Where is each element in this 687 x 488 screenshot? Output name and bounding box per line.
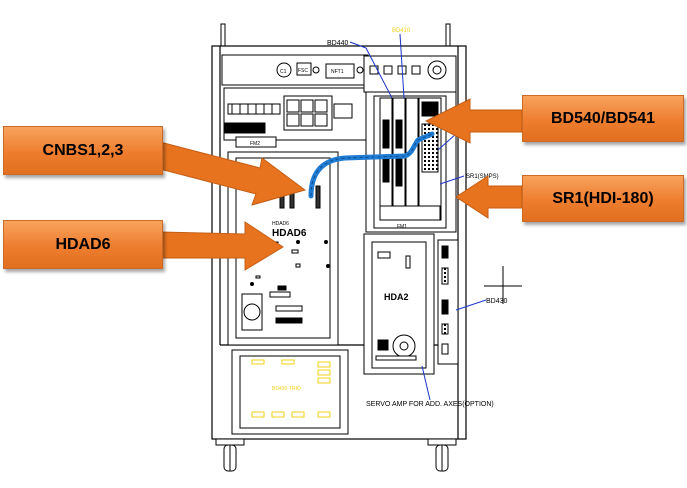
arrow-sr1 xyxy=(455,175,523,219)
signal-cable-outline xyxy=(310,133,433,197)
top-panel: C1 FSC NFT1 FM2 xyxy=(221,54,373,148)
hda2-amp: HDA2 xyxy=(363,233,435,375)
hdad6-small-label: HDAD6 xyxy=(272,221,289,227)
bd440-leader xyxy=(349,41,367,49)
sr1-leader xyxy=(439,175,465,185)
bd440-leader-2 xyxy=(365,47,393,99)
bd430-label: BD430 xyxy=(486,298,508,305)
bd410-label: BD410 xyxy=(392,28,411,34)
fm2-label: FM2 xyxy=(250,141,260,147)
callout-hdad6: HDAD6 xyxy=(3,220,163,269)
fsc-label: FSC xyxy=(298,68,308,74)
arrow-bd540 xyxy=(424,98,523,144)
hdad6-board-label: HDAD6 xyxy=(272,228,307,239)
bd-lower-label: BD430-TRIO xyxy=(272,386,301,392)
bd410-leader xyxy=(399,33,405,99)
callout-bd540-bd541: BD540/BD541 xyxy=(522,95,684,142)
c1-label: C1 xyxy=(280,69,287,75)
arrow-cnbs xyxy=(155,141,307,206)
servo-amp-label: SERVO AMP FOR ADD. AXES(OPTION) xyxy=(366,401,494,408)
lower-drawer: BD430-TRIO xyxy=(231,349,349,435)
nft1-label: NFT1 xyxy=(331,69,344,75)
sr1-smps-label: SR1(SMPS) xyxy=(466,174,499,180)
bd440-label: BD440 xyxy=(327,40,349,47)
fm1-label: FM1 xyxy=(397,224,407,230)
hda2-label: HDA2 xyxy=(384,292,409,302)
servo-amp-leader xyxy=(421,365,431,401)
arrow-hdad6 xyxy=(159,221,284,271)
casters xyxy=(215,438,457,472)
callout-cnbs: CNBS1,2,3 xyxy=(3,126,163,175)
power-unit-leader xyxy=(437,133,457,151)
crosshair xyxy=(484,266,522,304)
callout-sr1: SR1(HDI-180) xyxy=(522,175,684,222)
bd430-leader xyxy=(455,299,487,311)
main-rack: FM1 xyxy=(363,55,457,233)
bd430-strip xyxy=(437,239,459,365)
